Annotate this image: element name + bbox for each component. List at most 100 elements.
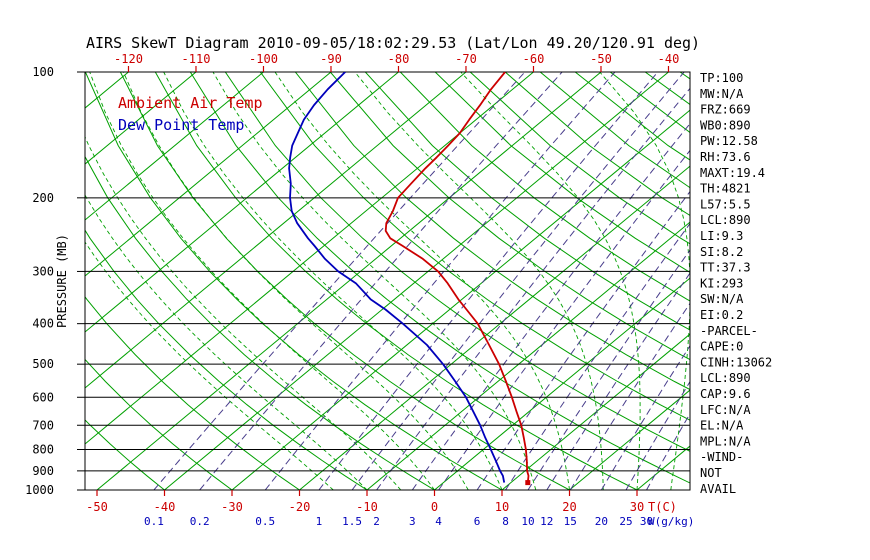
dry-adiabat-line (85, 155, 435, 490)
top-temp-label: -110 (182, 52, 211, 66)
top-temp-label: -70 (455, 52, 477, 66)
moist-adiabat-line (122, 72, 469, 490)
dry-adiabat-line (434, 72, 690, 273)
legend-dew-point: Dew Point Temp (118, 116, 244, 134)
top-temp-label: -60 (523, 52, 545, 66)
mixing-ratio-line (546, 272, 690, 490)
mixing-ratio-label: 12 (540, 515, 553, 528)
moist-adiabat-line (163, 72, 503, 490)
dry-adiabat-line (154, 72, 638, 490)
dry-adiabat-line (85, 229, 368, 490)
stats-line: KI:293 (700, 276, 743, 290)
top-temp-label: -40 (658, 52, 680, 66)
stats-line: NOT (700, 466, 722, 480)
isotherm-line (434, 277, 690, 490)
dry-adiabat-line (259, 72, 690, 421)
stats-line: L57:5.5 (700, 197, 751, 211)
pressure-tick-label: 1000 (25, 483, 54, 497)
stats-line: RH:73.6 (700, 150, 751, 164)
mixing-ratio-label: 25 (619, 515, 632, 528)
top-temp-label: -100 (249, 52, 278, 66)
stats-line: LI:9.3 (700, 229, 743, 243)
bottom-temp-label: 10 (495, 500, 509, 514)
dry-adiabat-line (294, 72, 690, 391)
mixing-ratio-label: 0.2 (190, 515, 210, 528)
pressure-tick-label: 700 (32, 418, 54, 432)
stats-line: SW:N/A (700, 292, 744, 306)
mixing-ratio-line (527, 249, 690, 490)
mixing-ratio-label: 6 (474, 515, 481, 528)
legend-ambient-temp: Ambient Air Temp (118, 94, 263, 112)
stats-line: MPL:N/A (700, 434, 751, 448)
mixing-ratio-line (318, 72, 659, 490)
bottom-temp-label: -50 (86, 500, 108, 514)
stats-line: EL:N/A (700, 419, 744, 433)
ambient-temp-curve (384, 72, 530, 483)
stats-line: MW:N/A (700, 87, 744, 101)
mixing-ratio-label: 20 (595, 515, 608, 528)
mixing-ratio-label: 0.1 (144, 515, 164, 528)
moist-adiabat-line (89, 72, 435, 490)
moist-adiabat-line (460, 72, 641, 490)
stats-line: CAP:9.6 (700, 387, 751, 401)
stats-line: CAPE:0 (700, 340, 743, 354)
dry-adiabat-line (224, 72, 690, 452)
bottom-temp-label: 0 (431, 500, 438, 514)
isotherm-line (85, 72, 534, 445)
mixing-ratio-line (264, 72, 616, 490)
dry-adiabat-line (329, 72, 690, 361)
top-temp-label: -90 (320, 52, 342, 66)
isotherm-line (96, 72, 602, 490)
pressure-tick-label: 600 (32, 390, 54, 404)
stats-line: MAXT:19.4 (700, 166, 765, 180)
mixing-ratio-label: 8 (502, 515, 509, 528)
pressure-tick-label: 400 (32, 317, 54, 331)
pressure-tick-label: 500 (32, 357, 54, 371)
mixing-ratio-label: 15 (564, 515, 577, 528)
pressure-tick-label: 200 (32, 191, 54, 205)
stats-line: LCL:890 (700, 213, 751, 227)
mixing-ratio-label: 1.5 (342, 515, 362, 528)
bottom-temp-label: -30 (221, 500, 243, 514)
dry-adiabat-line (85, 358, 233, 490)
mixing-ratio-line (569, 302, 690, 490)
moist-adiabat-line (599, 72, 690, 490)
mixing-ratio-line (438, 149, 690, 490)
stats-line: TH:4821 (700, 182, 751, 196)
temp-axis-unit-label: T(C) (648, 500, 677, 514)
mixing-ratio-line (351, 72, 685, 490)
bottom-temp-label: -10 (356, 500, 378, 514)
bottom-temp-label: -20 (289, 500, 311, 514)
mixing-ratio-label: 0.5 (255, 515, 275, 528)
isotherm-line (85, 72, 399, 333)
stats-line: PW:12.58 (700, 134, 758, 148)
stats-line: EI:0.2 (700, 308, 743, 322)
stats-line: LFC:N/A (700, 403, 751, 417)
top-temp-label: -50 (590, 52, 612, 66)
top-temp-label: -80 (388, 52, 410, 66)
moist-adiabat-line (274, 72, 570, 490)
bottom-temp-label: 20 (562, 500, 576, 514)
stats-line: TP:100 (700, 71, 743, 85)
isotherm-line (85, 72, 332, 277)
isotherm-line (85, 72, 467, 389)
chart-title: AIRS SkewT Diagram 2010-09-05/18:02:29.5… (86, 34, 700, 52)
pressure-tick-label: 300 (32, 264, 54, 278)
stats-line: FRZ:669 (700, 103, 751, 117)
dry-adiabat-line (364, 72, 690, 331)
dry-adiabat-line (399, 72, 690, 302)
mixing-ratio-line (476, 190, 690, 490)
dry-adiabat-line (469, 72, 690, 245)
stats-line: TT:37.3 (700, 261, 751, 275)
isotherm-line (299, 165, 690, 490)
stats-line: CINH:13062 (700, 355, 772, 369)
dry-adiabat-line (85, 296, 300, 490)
stats-line: WB0:890 (700, 118, 751, 132)
stats-line: LCL:890 (700, 371, 751, 385)
pressure-tick-label: 100 (32, 65, 54, 79)
pressure-tick-label: 900 (32, 464, 54, 478)
isotherm-line (501, 333, 690, 490)
moist-adiabat-line (354, 72, 604, 490)
